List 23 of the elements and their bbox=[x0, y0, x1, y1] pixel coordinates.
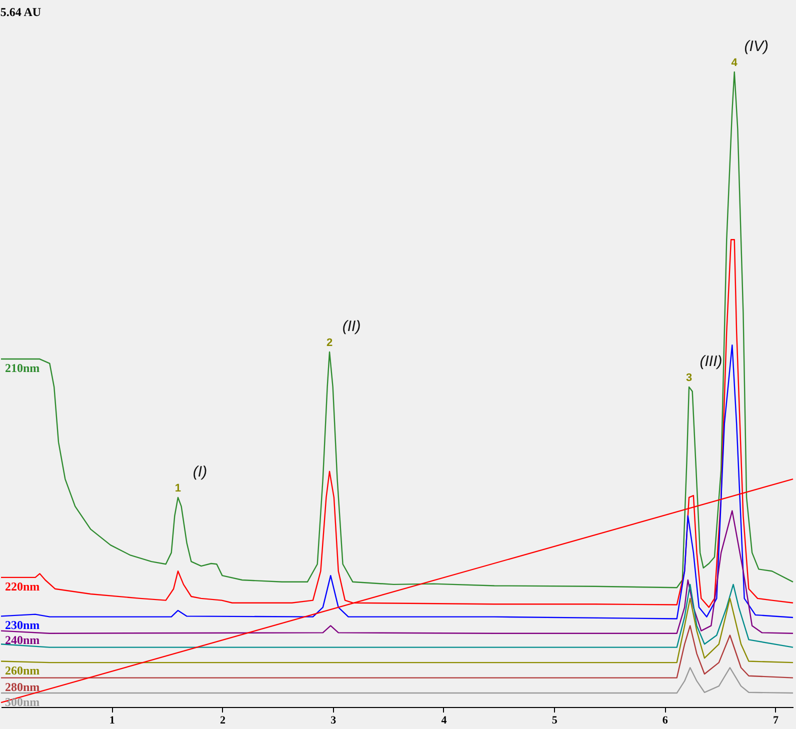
annotation: 1 bbox=[174, 482, 182, 494]
text: 5.64 AU bbox=[0, 5, 42, 19]
x-tick-label: 6 bbox=[662, 714, 668, 726]
annotation: (II) bbox=[342, 318, 361, 336]
series-label: 220nm bbox=[5, 579, 40, 594]
annotation: (III) bbox=[700, 352, 722, 370]
annotation: 2 bbox=[326, 337, 333, 350]
annotation: 3 bbox=[686, 372, 692, 384]
series-label: 280nm bbox=[5, 680, 40, 694]
series-label: 240nm bbox=[5, 632, 40, 647]
annotation: (I) bbox=[192, 463, 208, 480]
x-tick-label: 1 bbox=[109, 714, 115, 726]
series-label: 260nm bbox=[5, 663, 40, 678]
series-label: 300nm bbox=[5, 695, 40, 710]
x-tick-label: 4 bbox=[441, 714, 448, 726]
x-tick-label: 5 bbox=[552, 714, 558, 726]
x-tick-label: 3 bbox=[330, 714, 337, 726]
series-label: 210nm bbox=[5, 361, 40, 376]
x-tick-label: 7 bbox=[773, 714, 780, 726]
annotation: 4 bbox=[731, 57, 738, 69]
x-tick-label: 2 bbox=[220, 714, 226, 726]
annotation: (IV) bbox=[744, 38, 768, 55]
series-label: 230nm bbox=[5, 618, 40, 632]
